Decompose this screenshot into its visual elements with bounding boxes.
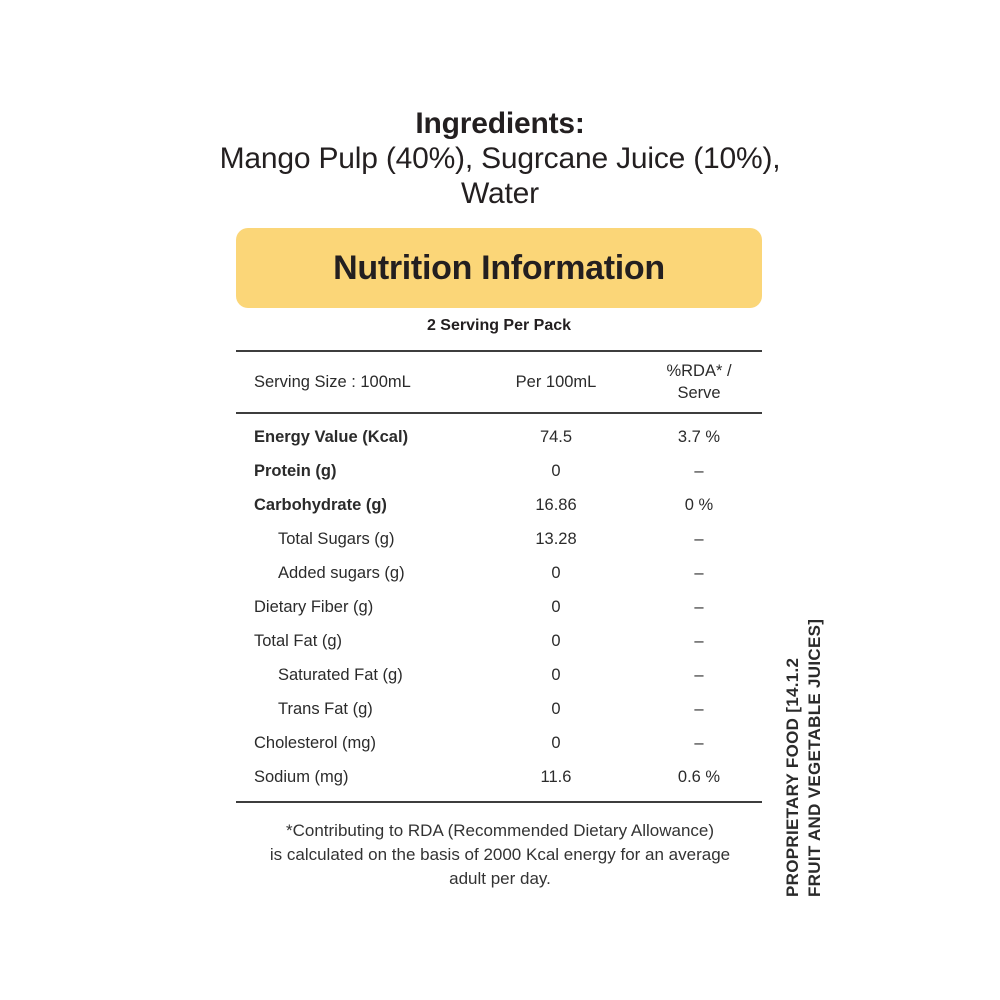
proprietary-food-line1: PROPRIETARY FOOD [14.1.2 <box>783 657 802 897</box>
nutrition-banner: Nutrition Information <box>236 228 762 308</box>
nutrient-label: Sodium (mg) <box>254 767 349 786</box>
nutrient-value: 11.6 <box>540 767 572 786</box>
nutrient-rda: – <box>694 665 704 684</box>
nutrient-rda: – <box>694 529 704 548</box>
nutrient-value: 74.5 <box>539 427 573 446</box>
nutrient-label: Total Fat (g) <box>254 631 343 650</box>
nutrient-rda: 3.7 % <box>677 427 721 446</box>
rda-footnote-line: *Contributing to RDA (Recommended Dietar… <box>285 821 715 840</box>
proprietary-food-line2: FRUIT AND VEGETABLE JUICES] <box>805 618 824 897</box>
table-header-row: Serving Size : 100mL Per 100mL %RDA* / S… <box>236 352 762 414</box>
nutrient-label: Carbohydrate (g) <box>254 495 387 514</box>
ingredients-text: Mango Pulp (40%), Sugrcane Juice (10%), … <box>219 142 781 210</box>
header-serving-size: Serving Size : 100mL <box>254 372 411 391</box>
nutrient-value: 13.28 <box>535 529 577 548</box>
nutrient-row: Added sugars (g) 0 – <box>236 556 762 590</box>
nutrient-row: Total Fat (g) 0 – <box>236 624 762 658</box>
nutrient-row: Carbohydrate (g) 16.86 0 % <box>236 488 762 522</box>
rda-footnote: *Contributing to RDA (Recommended Dietar… <box>230 819 770 891</box>
nutrient-value: 0 <box>551 699 561 718</box>
nutrient-label: Cholesterol (mg) <box>254 733 376 752</box>
nutrient-label: Saturated Fat (g) <box>278 665 403 684</box>
nutrient-value: 0 <box>551 597 561 616</box>
nutrient-row: Total Sugars (g) 13.28 – <box>236 522 762 556</box>
nutrient-row: Sodium (mg) 11.6 0.6 % <box>236 760 762 794</box>
nutrient-value: 0 <box>551 563 561 582</box>
nutrient-value: 0 <box>551 665 561 684</box>
nutrient-rda: – <box>694 733 704 752</box>
nutrition-title: Nutrition Information <box>333 248 665 287</box>
rda-footnote-line: is calculated on the basis of 2000 Kcal … <box>269 845 731 864</box>
nutrient-row: Cholesterol (mg) 0 – <box>236 726 762 760</box>
nutrient-row: Energy Value (Kcal) 74.5 3.7 % <box>236 420 762 454</box>
nutrient-row: Dietary Fiber (g) 0 – <box>236 590 762 624</box>
rda-footnote-line: adult per day. <box>449 869 551 888</box>
proprietary-food-label: PROPRIETARY FOOD [14.1.2 FRUIT AND VEGET… <box>782 619 826 897</box>
nutrient-rda: – <box>694 699 704 718</box>
nutrition-table: Serving Size : 100mL Per 100mL %RDA* / S… <box>236 350 762 803</box>
serving-note: 2 Serving Per Pack <box>426 317 572 334</box>
nutrient-rda: 0 % <box>684 495 714 514</box>
header-rda: %RDA* / Serve <box>636 360 762 404</box>
nutrient-label: Total Sugars (g) <box>278 529 395 548</box>
header-per-100ml: Per 100mL <box>515 372 597 391</box>
nutrient-value: 0 <box>551 733 561 752</box>
nutrient-rda: – <box>694 563 704 582</box>
ingredients-section: Ingredients: Mango Pulp (40%), Sugrcane … <box>180 106 820 211</box>
nutrient-label: Trans Fat (g) <box>278 699 373 718</box>
nutrient-label: Added sugars (g) <box>278 563 405 582</box>
nutrient-value: 16.86 <box>535 495 577 514</box>
nutrient-rda: – <box>694 461 704 480</box>
nutrient-row: Saturated Fat (g) 0 – <box>236 658 762 692</box>
nutrient-value: 0 <box>551 631 561 650</box>
nutrient-value: 0 <box>551 461 561 480</box>
nutrition-table-body: Energy Value (Kcal) 74.5 3.7 % Protein (… <box>236 414 762 801</box>
header-rda-text: %RDA* / Serve <box>666 362 732 402</box>
nutrient-rda: – <box>694 597 704 616</box>
nutrient-rda: 0.6 % <box>677 767 721 786</box>
nutrient-label: Dietary Fiber (g) <box>254 597 374 616</box>
nutrient-row: Trans Fat (g) 0 – <box>236 692 762 726</box>
nutrient-row: Protein (g) 0 – <box>236 454 762 488</box>
nutrient-label: Protein (g) <box>254 461 337 480</box>
ingredients-heading: Ingredients: <box>415 107 585 140</box>
nutrient-rda: – <box>694 631 704 650</box>
nutrient-label: Energy Value (Kcal) <box>254 427 409 446</box>
